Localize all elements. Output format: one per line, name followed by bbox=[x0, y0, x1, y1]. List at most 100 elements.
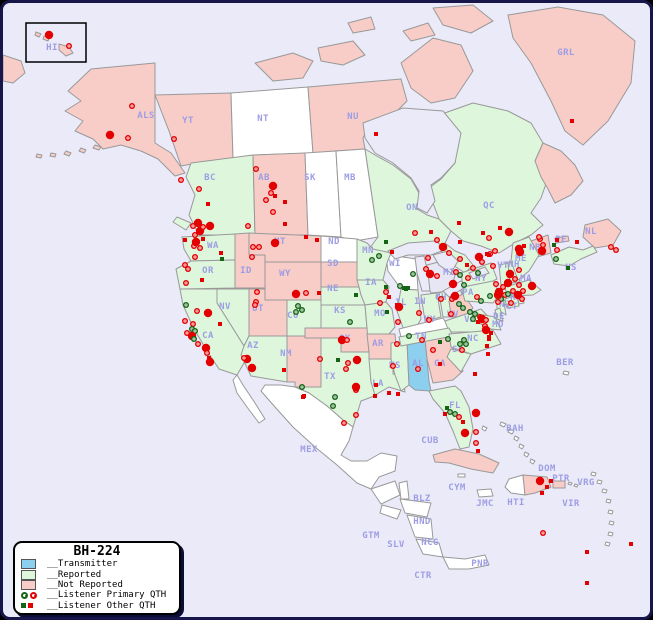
marker-listener-other-red bbox=[540, 491, 544, 495]
listener-markers-layer bbox=[44, 30, 633, 585]
region-label-ar: AR bbox=[372, 339, 384, 349]
marker-listener-primary-red bbox=[194, 308, 200, 314]
marker-listener-cluster-red bbox=[450, 291, 460, 301]
marker-listener-primary-red bbox=[459, 347, 465, 353]
marker-listener-primary-red bbox=[394, 341, 400, 347]
region-vrg bbox=[573, 483, 579, 488]
region-bah bbox=[529, 458, 536, 465]
marker-listener-other-red bbox=[218, 322, 222, 326]
marker-listener-primary-red bbox=[457, 256, 463, 262]
aleutian-island bbox=[35, 153, 43, 159]
marker-listener-other-green bbox=[445, 406, 449, 410]
region-label-ber: BER bbox=[556, 358, 574, 368]
region-sc bbox=[446, 348, 472, 373]
marker-listener-other-red bbox=[283, 222, 287, 226]
marker-listener-primary-green bbox=[330, 403, 336, 409]
region-label-yt: YT bbox=[182, 116, 194, 126]
marker-listener-primary-green bbox=[470, 316, 476, 322]
marker-listener-cluster-red bbox=[44, 30, 54, 40]
region-label-als: ALS bbox=[137, 111, 154, 121]
region-label-ne: NE bbox=[327, 284, 339, 294]
marker-listener-primary-red bbox=[395, 319, 401, 325]
region-gtm bbox=[370, 480, 401, 505]
marker-listener-other-red bbox=[201, 237, 205, 241]
region-label-cub: CUB bbox=[421, 436, 439, 446]
region-label-ut: UT bbox=[252, 304, 264, 314]
marker-listener-primary-red bbox=[129, 103, 135, 109]
arctic-island bbox=[347, 16, 376, 34]
hawaii-inset bbox=[25, 22, 87, 63]
marker-listener-other-green bbox=[566, 266, 570, 270]
marker-listener-primary-green bbox=[467, 309, 473, 315]
marker-listener-primary-red bbox=[415, 366, 421, 372]
marker-listener-other-red bbox=[396, 392, 400, 396]
marker-listener-primary-red bbox=[500, 284, 506, 290]
region-label-mn: MN bbox=[362, 246, 374, 256]
antilles-island bbox=[607, 509, 614, 515]
legend-item-label: __Reported bbox=[47, 569, 102, 580]
region-label-mi: MI bbox=[443, 268, 455, 278]
marker-listener-other-red bbox=[570, 119, 574, 123]
marker-listener-cluster-red bbox=[527, 281, 537, 291]
region-grl bbox=[507, 6, 636, 146]
region-nl bbox=[534, 142, 584, 204]
marker-listener-primary-red bbox=[263, 197, 269, 203]
antilles-island bbox=[601, 488, 608, 494]
region-label-ma: MA bbox=[520, 274, 532, 284]
marker-listener-primary-green bbox=[445, 336, 451, 342]
marker-listener-other-green bbox=[354, 293, 358, 297]
marker-listener-other-red bbox=[465, 263, 469, 267]
marker-listener-other-red bbox=[481, 231, 485, 235]
region-label-nu: NU bbox=[347, 112, 359, 122]
marker-listener-other-red bbox=[206, 202, 210, 206]
marker-listener-primary-red bbox=[508, 300, 514, 306]
region-label-nl: NL bbox=[585, 227, 597, 237]
marker-listener-primary-green bbox=[295, 303, 301, 309]
marker-listener-cluster-red bbox=[493, 290, 503, 300]
marker-listener-other-green bbox=[220, 257, 224, 261]
marker-listener-cluster-red bbox=[247, 363, 257, 373]
region-ab bbox=[252, 152, 309, 236]
marker-listener-primary-green bbox=[376, 253, 382, 259]
marker-listener-primary-red bbox=[250, 244, 256, 250]
marker-listener-other-red bbox=[374, 132, 378, 136]
antilles-island bbox=[605, 498, 612, 504]
marker-listener-primary-red bbox=[66, 43, 72, 49]
marker-listener-other-red bbox=[485, 344, 489, 348]
marker-listener-primary-green bbox=[397, 283, 403, 289]
legend-item-label: __Listener Primary QTH bbox=[47, 590, 167, 601]
region-label-tx: TX bbox=[324, 372, 336, 382]
marker-listener-other-green bbox=[384, 240, 388, 244]
region-in bbox=[420, 292, 442, 322]
marker-listener-primary-red bbox=[486, 235, 492, 241]
lake-huron bbox=[432, 250, 459, 274]
antilles-island bbox=[604, 541, 611, 547]
antilles-island bbox=[608, 520, 615, 526]
region-label-mo: MO bbox=[374, 309, 386, 319]
region-label-mb: MB bbox=[344, 173, 356, 183]
ellesmere-island bbox=[432, 4, 494, 34]
marker-listener-primary-red bbox=[492, 248, 498, 254]
marker-listener-cluster-red bbox=[205, 221, 215, 231]
marker-listener-primary-red bbox=[470, 265, 476, 271]
marker-listener-other-red bbox=[473, 372, 477, 376]
marker-listener-cluster-red bbox=[193, 218, 203, 228]
antilles-island bbox=[590, 471, 597, 477]
region-label-qc: QC bbox=[483, 201, 495, 211]
marker-listener-primary-red bbox=[192, 232, 198, 238]
marker-listener-primary-green bbox=[461, 282, 467, 288]
marker-listener-cluster-red bbox=[268, 181, 278, 191]
marker-listener-other-red bbox=[315, 238, 319, 242]
marker-listener-primary-red bbox=[183, 280, 189, 286]
region-vrg bbox=[567, 481, 573, 486]
region-label-ns: NS bbox=[565, 263, 577, 273]
marker-listener-primary-green bbox=[447, 409, 453, 415]
region-label-az: AZ bbox=[247, 341, 259, 351]
marker-listener-other-red bbox=[461, 420, 465, 424]
marker-listener-cluster-red bbox=[203, 308, 213, 318]
marker-listener-other-red bbox=[575, 240, 579, 244]
marker-listener-primary-red bbox=[540, 242, 546, 248]
marker-listener-cluster-red bbox=[337, 335, 347, 345]
marker-listener-primary-red bbox=[519, 296, 525, 302]
